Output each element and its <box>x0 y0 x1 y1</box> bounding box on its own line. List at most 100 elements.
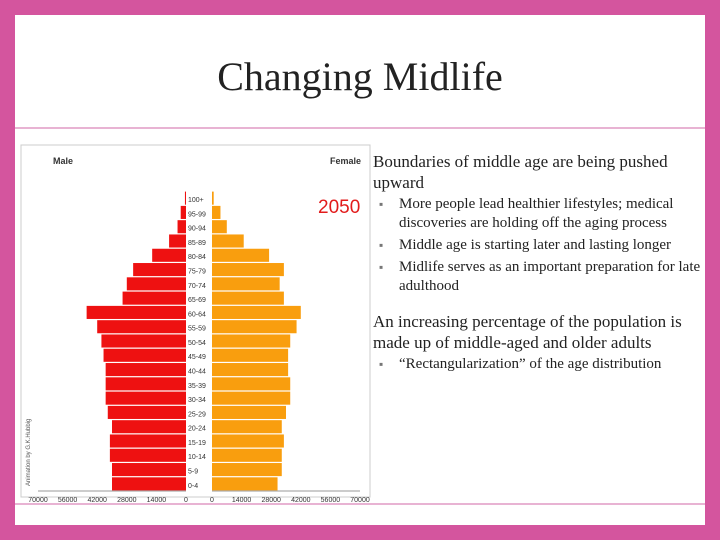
bar-female <box>212 248 270 262</box>
age-group-label: 5-9 <box>188 469 198 476</box>
bar-female <box>212 405 286 419</box>
age-group-label: 15-19 <box>188 440 206 447</box>
sub-bullet-item: ▪ More people lead healthier lifestyles; … <box>373 195 703 233</box>
age-group-label: 10-14 <box>188 454 206 461</box>
bottom-divider <box>15 503 705 505</box>
age-group-label: 70-74 <box>188 283 206 290</box>
x-tick-label: 14000 <box>232 497 252 503</box>
male-label: Male <box>53 156 73 166</box>
age-group-label: 95-99 <box>188 211 206 218</box>
female-label: Female <box>330 156 361 166</box>
credit-text: Animation by G.K.Hubbig <box>26 419 32 486</box>
age-group-label: 85-89 <box>188 240 206 247</box>
sub-bullet-text: More people lead healthier lifestyles; m… <box>399 196 674 231</box>
bullet-marker-icon: ▪ <box>379 260 384 274</box>
age-group-label: 25-29 <box>188 411 206 418</box>
chart-frame <box>20 144 371 498</box>
x-tick-label: 70000 <box>28 497 48 503</box>
bar-male <box>105 363 186 377</box>
bar-male <box>184 191 186 205</box>
bar-male <box>105 391 186 405</box>
bar-female <box>212 220 227 234</box>
slide: Changing Midlife Male Female 2050 Animat… <box>15 15 705 525</box>
bar-female <box>212 234 244 248</box>
age-group-label: 50-54 <box>188 340 206 347</box>
bar-female <box>212 305 301 319</box>
age-group-label: 30-34 <box>188 397 206 404</box>
x-tick-label: 0 <box>210 497 214 503</box>
bar-male <box>109 434 186 448</box>
sub-bullet-text: Middle age is starting later and lasting… <box>399 237 672 253</box>
bar-female <box>212 420 282 434</box>
sub-bullet-item: ▪ Middle age is starting later and lastin… <box>373 236 703 255</box>
bar-male <box>109 448 186 462</box>
bar-female <box>212 448 282 462</box>
bar-female <box>212 334 291 348</box>
year-label: 2050 <box>318 197 360 218</box>
bar-female <box>212 263 284 277</box>
bar-male <box>97 320 186 334</box>
age-group-label: 75-79 <box>188 269 206 276</box>
x-tick-label: 28000 <box>117 497 137 503</box>
population-pyramid-chart: Male Female 2050 Animation by G.K.Hubbig… <box>20 141 372 504</box>
bullet-item: Boundaries of middle age are being pushe… <box>373 152 668 192</box>
bar-male <box>86 305 186 319</box>
x-tick-label: 28000 <box>261 497 281 503</box>
age-group-label: 0-4 <box>188 483 198 490</box>
age-group-label: 45-49 <box>188 354 206 361</box>
bar-male <box>105 377 186 391</box>
age-group-label: 90-94 <box>188 226 206 233</box>
x-tick-label: 56000 <box>321 497 341 503</box>
bar-male <box>177 220 186 234</box>
title-divider <box>15 127 705 129</box>
bar-male <box>107 405 186 419</box>
x-tick-label: 0 <box>184 497 188 503</box>
sub-bullet-text: “Rectangularization” of the age distribu… <box>399 356 662 372</box>
bullet-marker-icon: ▪ <box>379 357 384 371</box>
bar-male <box>101 334 186 348</box>
bar-male <box>152 248 186 262</box>
sub-bullet-text: Midlife serves as an important preparati… <box>399 259 701 294</box>
bar-male <box>133 263 186 277</box>
bar-female <box>212 320 297 334</box>
bar-male <box>122 291 186 305</box>
age-group-label: 100+ <box>188 197 204 204</box>
x-tick-label: 14000 <box>147 497 167 503</box>
bar-female <box>212 205 221 219</box>
bar-female <box>212 277 280 291</box>
bar-male <box>126 277 186 291</box>
age-group-label: 80-84 <box>188 254 206 261</box>
age-group-label: 55-59 <box>188 326 206 333</box>
x-tick-label: 56000 <box>58 497 78 503</box>
sub-bullet-item: ▪ “Rectangularization” of the age distrib… <box>373 355 703 374</box>
bullet-list: Boundaries of middle age are being pushe… <box>373 151 703 377</box>
bullet-item: An increasing percentage of the populati… <box>373 312 682 352</box>
plot-area: 100+ 95-99 90-94 85-89 80-84 75-79 70-74 65-69 6… <box>28 191 370 504</box>
bar-female <box>212 463 282 477</box>
bar-male <box>169 234 186 248</box>
age-group-label: 65-69 <box>188 297 206 304</box>
bar-male <box>112 463 186 477</box>
bar-female <box>212 434 284 448</box>
age-group-label: 60-64 <box>188 311 206 318</box>
sub-bullet-item: ▪ Midlife serves as an important preparat… <box>373 258 703 296</box>
x-tick-label: 42000 <box>87 497 107 503</box>
page-title: Changing Midlife <box>217 54 503 99</box>
bar-female <box>212 191 214 205</box>
bar-female <box>212 377 291 391</box>
bar-female <box>212 391 291 405</box>
bar-male <box>112 477 186 491</box>
bar-female <box>212 363 289 377</box>
bullet-marker-icon: ▪ <box>379 238 384 252</box>
bullet-marker-icon: ▪ <box>379 197 384 211</box>
bar-female <box>212 348 289 362</box>
bar-female <box>212 291 284 305</box>
pyramid-svg: Male Female 2050 Animation by G.K.Hubbig… <box>20 144 371 504</box>
bar-male <box>103 348 186 362</box>
bar-male <box>180 205 186 219</box>
bar-male <box>112 420 186 434</box>
age-group-label: 35-39 <box>188 383 206 390</box>
x-tick-label: 70000 <box>350 497 370 503</box>
age-group-label: 20-24 <box>188 426 206 433</box>
x-tick-label: 42000 <box>291 497 311 503</box>
